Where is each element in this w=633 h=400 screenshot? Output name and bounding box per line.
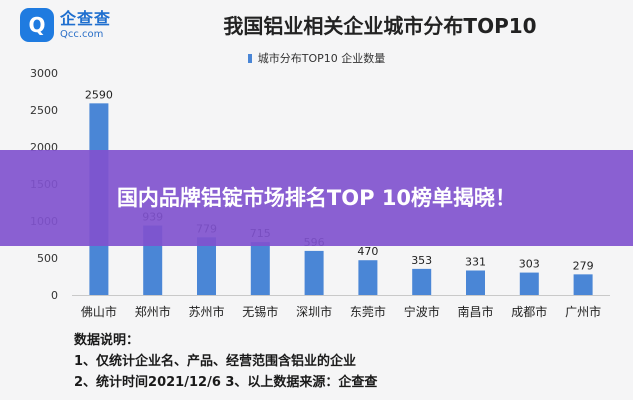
bar bbox=[197, 237, 216, 295]
bar-value-label: 2590 bbox=[85, 88, 113, 101]
notes-line-1: 1、仅统计企业名、产品、经营范围含铝业的企业 bbox=[74, 354, 357, 369]
x-tick-label: 苏州市 bbox=[188, 304, 224, 319]
chart-legend: 城市分布TOP10 企业数量 bbox=[0, 50, 633, 66]
bar-value-label: 331 bbox=[465, 256, 486, 269]
qcc-logo-icon: Q bbox=[20, 8, 54, 42]
bar-value-label: 353 bbox=[411, 254, 432, 267]
notes-heading: 数据说明： bbox=[74, 333, 140, 348]
bar bbox=[250, 242, 270, 295]
bar bbox=[466, 270, 485, 295]
y-tick-label: 2500 bbox=[30, 104, 58, 117]
bar bbox=[304, 250, 324, 295]
x-tick-label: 郑州市 bbox=[135, 304, 171, 319]
x-tick-label: 无锡市 bbox=[242, 304, 278, 319]
y-tick-label: 500 bbox=[37, 252, 58, 265]
logo-name-cn: 企查查 bbox=[60, 8, 112, 28]
logo-name-en: Qcc.com bbox=[60, 28, 104, 40]
qcc-logo: Q 企查查 Qcc.com bbox=[20, 8, 111, 42]
y-tick-label: 3000 bbox=[30, 67, 58, 80]
x-tick-label: 佛山市 bbox=[81, 304, 117, 319]
x-tick-label: 宁波市 bbox=[404, 304, 440, 319]
bar bbox=[358, 260, 378, 295]
headline-banner: 国内品牌铝锭市场排名TOP 10榜单揭晓！ bbox=[0, 150, 633, 246]
bar-value-label: 470 bbox=[357, 245, 378, 258]
data-notes: 数据说明： 1、仅统计企业名、产品、经营范围含铝业的企业 2、统计时间2021/… bbox=[74, 330, 377, 393]
legend-swatch bbox=[247, 54, 252, 63]
x-tick-label: 深圳市 bbox=[296, 304, 332, 319]
x-tick-label: 广州市 bbox=[565, 304, 601, 319]
x-tick-label: 东莞市 bbox=[350, 304, 386, 319]
x-tick-label: 南昌市 bbox=[457, 304, 493, 319]
bar-value-label: 279 bbox=[573, 259, 594, 272]
chart-title: 我国铝业相关企业城市分布TOP10 bbox=[223, 14, 537, 38]
bar bbox=[412, 268, 432, 295]
headline-text: 国内品牌铝锭市场排名TOP 10榜单揭晓！ bbox=[116, 186, 517, 210]
notes-line-2: 2、统计时间2021/12/6 3、以上数据来源：企查查 bbox=[74, 375, 378, 390]
bar bbox=[573, 274, 593, 295]
legend-label: 城市分布TOP10 企业数量 bbox=[257, 52, 386, 65]
bar-value-label: 303 bbox=[519, 258, 540, 271]
x-tick-label: 成都市 bbox=[511, 304, 547, 319]
bar bbox=[519, 272, 539, 295]
y-tick-label: 0 bbox=[51, 289, 58, 302]
